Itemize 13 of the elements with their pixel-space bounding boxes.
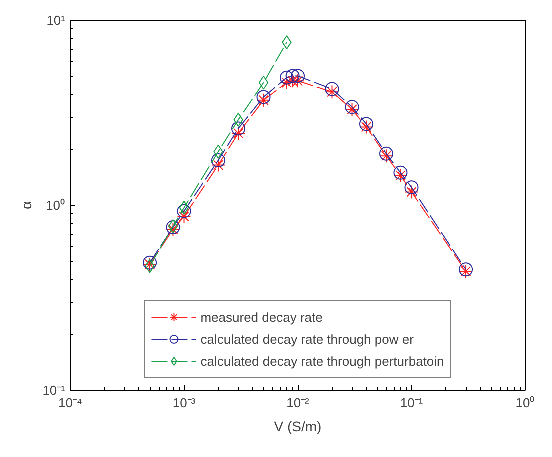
x-tick-label: 10⁻²	[286, 396, 310, 410]
y-axis-title: α	[18, 201, 35, 210]
x-tick-label: 10⁻⁴	[58, 396, 83, 410]
y-tick-label: 10⁻¹	[42, 383, 66, 398]
y-tick-label: 10⁰	[46, 198, 66, 213]
x-tick-label: 10⁰	[516, 396, 536, 410]
legend-label: calculated decay rate through perturbatoin	[200, 354, 444, 368]
y-tick-label: 10¹	[46, 13, 66, 28]
x-tick-label: 10⁻¹	[400, 396, 424, 410]
x-tick-label: 10⁻³	[172, 396, 196, 410]
legend-label: measured decay rate	[200, 310, 323, 324]
x-axis-title: V (S/m)	[274, 418, 322, 434]
legend-label: calculated decay rate through pow er	[200, 332, 414, 346]
